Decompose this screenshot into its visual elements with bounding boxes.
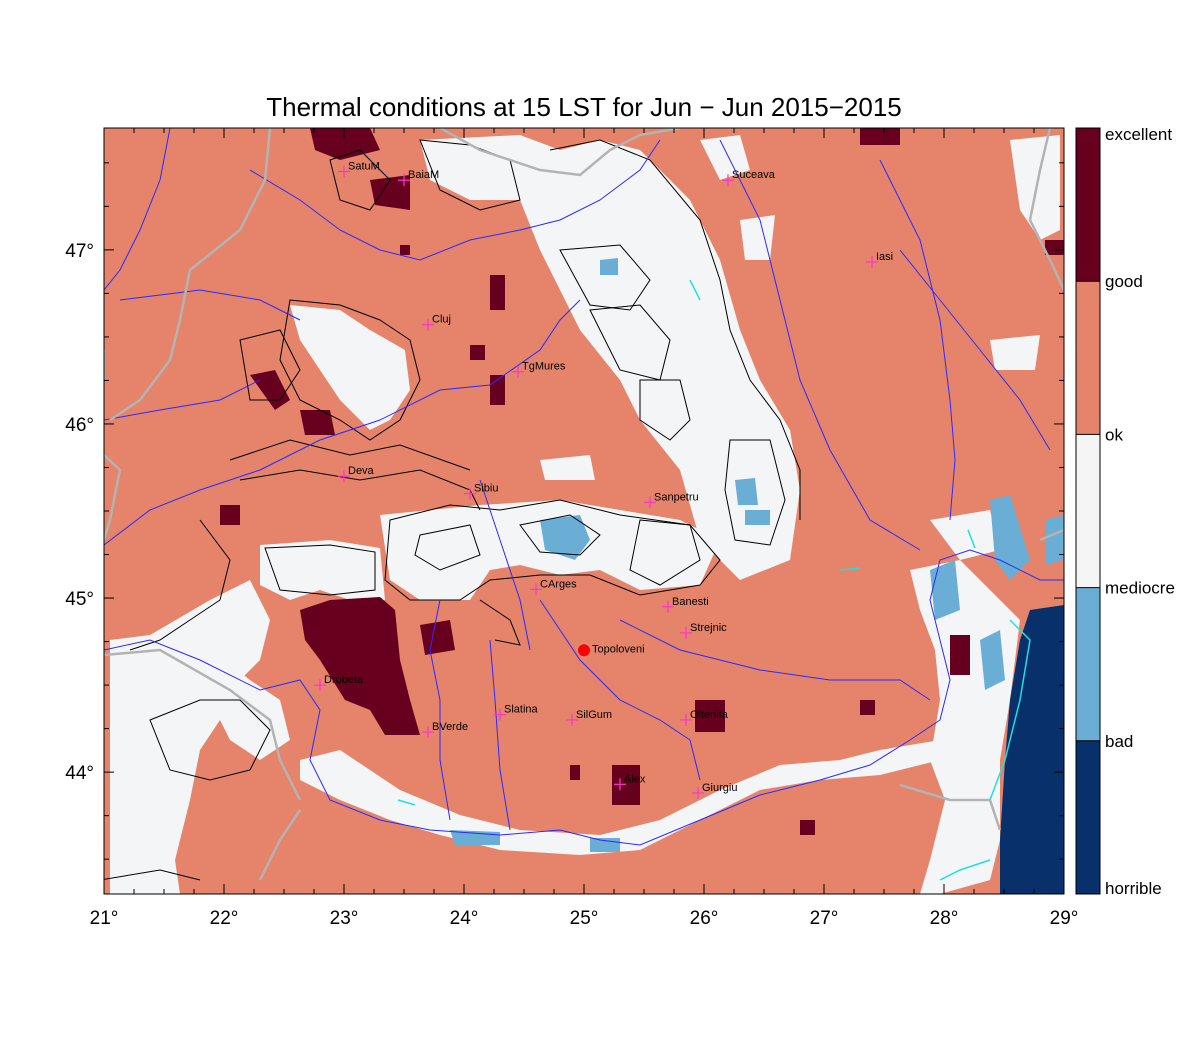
y-tick-label: 47° (65, 241, 94, 262)
city-label: CArges (540, 578, 577, 590)
x-tick-label: 25° (570, 908, 599, 929)
city-label: Iasi (876, 251, 893, 263)
legend-label: ok (1105, 425, 1123, 444)
legend-swatch (1076, 740, 1100, 894)
city-label: TgMures (522, 361, 566, 373)
city-label: Suceava (732, 169, 776, 181)
city-label: Drobeta (324, 674, 364, 686)
y-tick-label: 46° (65, 415, 94, 436)
legend-swatch (1076, 128, 1100, 282)
city-marker: BaiaM (398, 169, 439, 187)
city-marker: Cluj (422, 314, 451, 331)
x-tick-label: 28° (930, 908, 959, 929)
map-title: Thermal conditions at 15 LST for Jun − J… (266, 92, 902, 122)
legend-swatch (1076, 434, 1100, 588)
city-marker: CArges (530, 578, 577, 596)
city-marker: Suceava (722, 169, 776, 187)
city-label: Oltenita (690, 709, 729, 721)
city-label: Sibiu (474, 483, 498, 495)
city-label: Cluj (432, 314, 451, 326)
legend-swatch (1076, 281, 1100, 435)
city-marker: Giurgiu (692, 782, 737, 800)
x-tick-label: 24° (450, 908, 479, 929)
bad-zones (450, 258, 1064, 852)
legend-label: good (1105, 272, 1143, 291)
excellent-zones (220, 128, 1064, 835)
city-label: BaiaM (408, 169, 439, 181)
station-marker: Topoloveni (578, 643, 645, 657)
thermal-map (104, 128, 1064, 894)
x-tick-label: 26° (690, 908, 719, 929)
city-marker: Drobeta (314, 674, 364, 692)
city-marker: Strejnic (680, 622, 727, 639)
mediocre-zones (110, 135, 1060, 894)
axis-ticks (103, 128, 1065, 894)
legend-label: excellent (1105, 125, 1172, 144)
x-tick-label: 23° (330, 908, 359, 929)
city-markers: SatuM BaiaM Suceava Iasi Cluj TgMures Deva Sibi… (314, 161, 893, 800)
legend-label: bad (1105, 732, 1133, 751)
legend-swatch (1076, 587, 1100, 741)
city-marker: Oltenita (680, 709, 729, 726)
city-marker: Sibiu (464, 483, 498, 500)
y-tick-label: 44° (65, 763, 94, 784)
country-borders (104, 128, 1064, 881)
city-label: SilGum (576, 709, 612, 721)
lakes (397, 279, 1031, 881)
axis-tick-labels: 21° 22° 23° 24° 25° 26° 27° 28° 29° 47° 46° 45° 44° (65, 241, 1078, 929)
x-tick-label: 29° (1050, 908, 1079, 929)
city-marker: Iasi (866, 251, 893, 269)
rivers (104, 128, 1064, 846)
legend-label: mediocre (1105, 579, 1175, 598)
city-marker: Deva (338, 465, 375, 483)
city-label: Sanpetru (654, 491, 699, 503)
city-label: BVerde (432, 721, 468, 733)
city-label: Alex (624, 773, 646, 785)
station-label: Topoloveni (592, 643, 645, 655)
city-label: Strejnic (690, 622, 727, 634)
city-marker: Alex (614, 773, 646, 791)
city-marker: Sanpetru (644, 491, 699, 509)
city-marker: SilGum (566, 709, 612, 726)
city-label: SatuM (348, 161, 380, 173)
city-label: Giurgiu (702, 782, 737, 794)
color-legend: excellent good ok mediocre bad horrible (1075, 125, 1175, 898)
city-marker: SatuM (338, 161, 380, 178)
x-tick-label: 27° (810, 908, 839, 929)
city-label: Deva (348, 465, 375, 477)
y-tick-label: 45° (65, 589, 94, 610)
city-marker: BVerde (422, 721, 468, 739)
station-dot-icon (578, 644, 590, 657)
horrible-zone (1000, 605, 1064, 894)
city-marker: Slatina (494, 704, 539, 721)
city-marker: Banesti (662, 596, 709, 613)
legend-label: horrible (1105, 879, 1162, 898)
x-tick-label: 21° (90, 908, 119, 929)
city-label: Banesti (672, 596, 709, 608)
city-label: Slatina (504, 704, 539, 716)
city-marker: TgMures (512, 361, 566, 378)
x-tick-label: 22° (210, 908, 239, 929)
